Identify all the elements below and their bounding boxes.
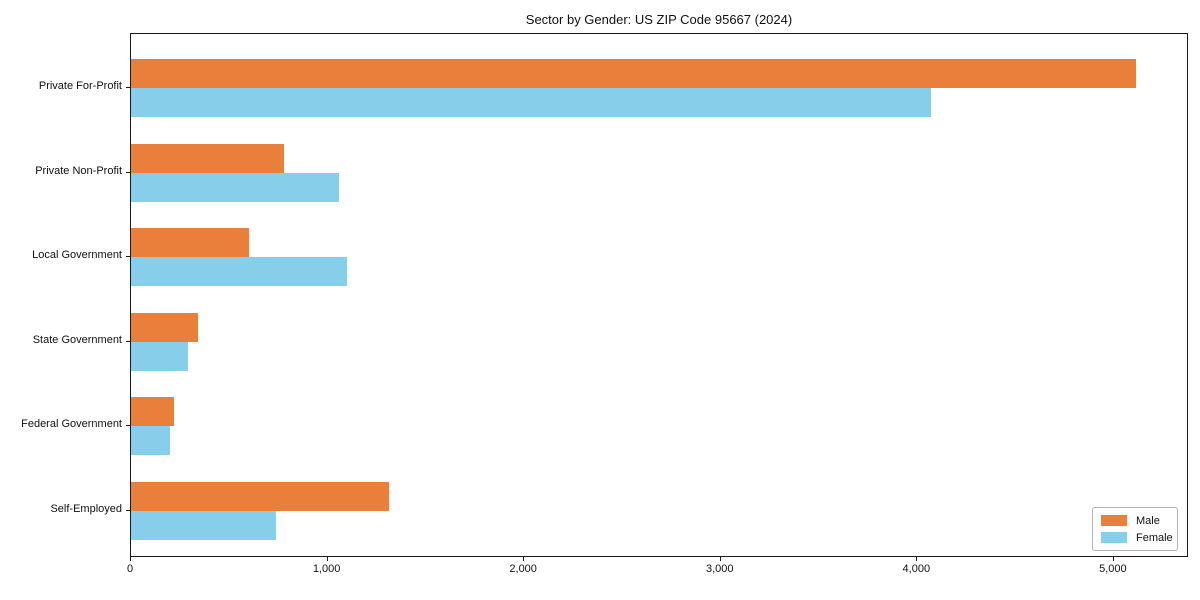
- y-axis-label: Private Non-Profit: [35, 164, 122, 177]
- bar-female-3: [131, 257, 347, 287]
- y-tick-mark: [126, 425, 130, 427]
- y-axis-label: Federal Government: [21, 418, 122, 431]
- bar-female-5: [131, 426, 170, 456]
- legend: Male Female: [1092, 507, 1178, 551]
- x-tick-mark: [326, 557, 328, 561]
- bar-female-2: [131, 172, 339, 202]
- x-tick-label: 3,000: [705, 563, 734, 575]
- x-tick-mark: [719, 557, 721, 561]
- y-tick-mark: [126, 256, 130, 258]
- plot-area: [130, 33, 1188, 557]
- bar-male-1: [131, 59, 1136, 88]
- legend-item-female: Female: [1101, 531, 1173, 544]
- x-tick-mark: [523, 557, 525, 561]
- chart-title: Sector by Gender: US ZIP Code 95667 (202…: [525, 12, 793, 27]
- x-tick-mark: [916, 557, 918, 561]
- bar-male-2: [131, 143, 284, 173]
- y-tick-mark: [126, 171, 130, 173]
- bar-female-4: [131, 341, 188, 371]
- legend-swatch-female: [1101, 532, 1127, 543]
- y-tick-mark: [126, 87, 130, 88]
- x-tick-label: 1,000: [312, 563, 341, 575]
- x-tick-label: 2,000: [509, 563, 537, 575]
- bar-male-4: [131, 312, 198, 342]
- y-axis-label: State Government: [32, 333, 122, 346]
- y-tick-mark: [126, 510, 130, 511]
- bar-female-1: [131, 88, 931, 117]
- x-tick-label: 0: [126, 563, 134, 575]
- x-tick-mark: [130, 557, 131, 561]
- y-axis-label: Private For-Profit: [38, 80, 122, 92]
- y-axis-label: Self-Employed: [50, 503, 122, 515]
- y-axis-label: Local Government: [32, 249, 122, 262]
- legend-swatch-male: [1101, 515, 1127, 526]
- bar-female-6: [131, 511, 276, 540]
- legend-label-female: Female: [1136, 531, 1173, 544]
- legend-item-male: Male: [1101, 514, 1169, 527]
- bar-male-3: [131, 228, 249, 258]
- legend-label-male: Male: [1136, 514, 1160, 527]
- bar-male-6: [131, 482, 389, 511]
- x-tick-label: 4,000: [902, 563, 931, 575]
- bar-male-5: [131, 397, 174, 427]
- x-tick-label: 5,000: [1099, 563, 1127, 575]
- y-tick-mark: [126, 340, 130, 342]
- x-tick-mark: [1112, 557, 1114, 561]
